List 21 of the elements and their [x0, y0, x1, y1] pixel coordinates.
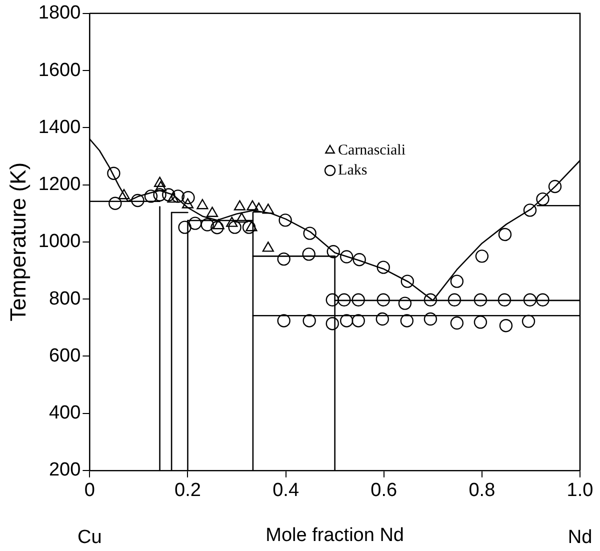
text: Nd — [568, 527, 592, 548]
x-tick-label: 0.6 — [370, 480, 398, 502]
y-tick-label: 400 — [48, 402, 81, 424]
text: Cu — [78, 527, 102, 548]
x-axis-title: Mole fraction Nd — [266, 524, 404, 546]
legend-label: Carnasciali — [338, 142, 406, 158]
y-axis-title: Temperature (K) — [5, 162, 30, 322]
x-tick-label: 0.8 — [468, 480, 496, 502]
x-tick-label: 0.2 — [174, 480, 201, 502]
y-tick-label: 200 — [48, 460, 81, 481]
y-tick-label: 1200 — [38, 174, 81, 196]
y-tick-label: 800 — [48, 288, 81, 310]
x-tick-label: 0.4 — [272, 480, 300, 502]
x-tick-label: 0 — [84, 480, 95, 502]
y-tick-label: 600 — [48, 345, 81, 366]
y-tick-label: 1400 — [38, 116, 81, 138]
y-tick-label: 1800 — [38, 2, 81, 24]
y-tick-label: 1000 — [38, 231, 81, 252]
legend-label: Laks — [338, 162, 368, 178]
y-tick-label: 1600 — [38, 60, 81, 81]
x-tick-label: 1.0 — [566, 480, 594, 502]
